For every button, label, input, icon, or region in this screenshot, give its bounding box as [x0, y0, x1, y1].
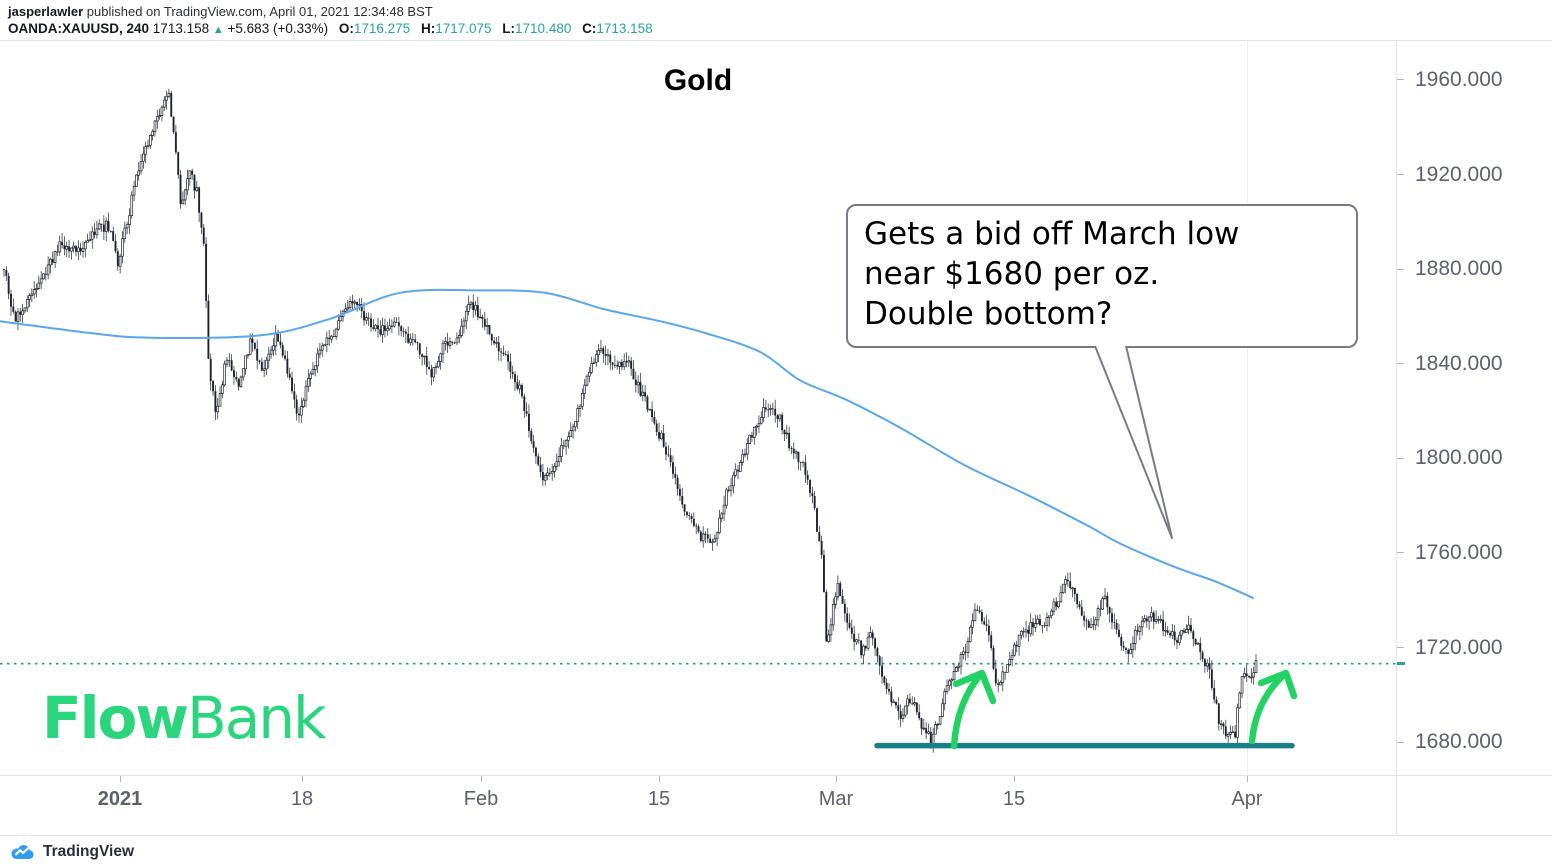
- y-axis-label: 1680.000: [1415, 730, 1503, 754]
- x-axis-label: 18: [290, 788, 314, 810]
- y-axis-tick: [1397, 457, 1404, 459]
- high-label: H:: [420, 21, 436, 36]
- header: jasperlawler published on TradingView.co…: [0, 0, 1552, 40]
- callout-text-line: Gets a bid off March low: [864, 216, 1240, 252]
- x-axis-label: 15: [647, 788, 671, 810]
- y-axis-label: 1720.000: [1415, 635, 1503, 659]
- tradingview-logo-icon[interactable]: [10, 843, 36, 861]
- axis-separator-horizontal: [0, 775, 1552, 776]
- symbol-line: OANDA:XAUUSD, 240 1713.158 ▲ +5.683 (+0.…: [8, 20, 1552, 39]
- tradingview-brand[interactable]: TradingView: [43, 843, 135, 860]
- x-axis-label: Apr: [1231, 788, 1263, 810]
- x-axis-tick: [836, 776, 837, 782]
- low-value: 1710.480: [515, 21, 572, 36]
- y-axis-label: 1760.000: [1415, 540, 1503, 564]
- flowbank-logo: FlowBank: [42, 684, 327, 752]
- publisher-line: jasperlawler published on TradingView.co…: [8, 3, 1552, 20]
- footer: TradingView: [0, 835, 1552, 868]
- axis-separator-vertical: [1396, 40, 1397, 835]
- flowbank-logo-flow: Flow: [42, 684, 189, 752]
- close-value: 1713.158: [596, 21, 653, 36]
- frame-top-border: [0, 40, 1552, 41]
- x-axis-tick: [1247, 776, 1248, 782]
- callout-box: Gets a bid off March low near $1680 per …: [846, 204, 1358, 348]
- candle-bodies-up: [16, 92, 1258, 745]
- x-axis-label: 15: [1002, 788, 1026, 810]
- y-axis-tick: [1397, 741, 1404, 743]
- x-axis-label: Mar: [818, 788, 854, 810]
- x-axis-tick: [120, 776, 121, 782]
- y-axis-tick: [1397, 647, 1404, 649]
- y-axis-tick: [1397, 363, 1404, 365]
- y-axis-tick: [1397, 268, 1404, 270]
- chart-title: Gold: [663, 64, 733, 97]
- chart-frame: Gold Gets a bid off March low near $1680…: [0, 40, 1552, 835]
- x-axis-tick: [1014, 776, 1015, 782]
- up-arrow-icon: ▲: [212, 24, 224, 36]
- x-axis-tick: [481, 776, 482, 782]
- publisher-name: jasperlawler: [8, 4, 84, 19]
- y-axis-tick: [1397, 174, 1404, 176]
- y-axis-label: 1840.000: [1415, 351, 1503, 375]
- callout-text-line: near $1680 per oz.: [864, 256, 1160, 292]
- low-label: L:: [502, 21, 516, 36]
- candlestick-chart: [0, 88, 1396, 753]
- y-axis-tick: [1397, 79, 1404, 81]
- y-axis-label: 1880.000: [1415, 257, 1503, 281]
- symbol-name: OANDA:XAUUSD, 240: [8, 21, 150, 36]
- x-axis-label: Feb: [463, 788, 499, 810]
- open-label: O:: [338, 21, 354, 36]
- price-change: +5.683 (+0.33%): [227, 21, 329, 36]
- candle-wicks: [3, 88, 1257, 753]
- april-gridline: [1247, 40, 1248, 775]
- y-axis-label: 1800.000: [1415, 446, 1503, 470]
- last-price: 1713.158: [152, 21, 210, 36]
- x-axis-tick: [659, 776, 660, 782]
- callout-text-line: Double bottom?: [864, 296, 1113, 332]
- open-value: 1716.275: [353, 21, 411, 36]
- x-axis-label: 2021: [97, 788, 143, 810]
- close-label: C:: [582, 21, 597, 36]
- y-axis-label: 1920.000: [1415, 162, 1503, 186]
- price-axis: 1960.000 1920.000 1880.000 1840.000 1800.000…: [1397, 40, 1552, 775]
- flowbank-logo-bank: Bank: [186, 684, 327, 752]
- price-plot: Gold Gets a bid off March low near $1680…: [0, 40, 1396, 775]
- y-axis-label: 1960.000: [1415, 67, 1503, 91]
- time-axis: 2021 18 Feb 15 Mar 15 Apr: [0, 776, 1396, 835]
- candle-bodies-down: [3, 93, 1250, 745]
- published-info: published on TradingView.com, April 01, …: [83, 4, 433, 19]
- x-axis-tick: [302, 776, 303, 782]
- high-value: 1717.075: [435, 21, 492, 36]
- y-axis-tick: [1397, 552, 1404, 554]
- current-price-tick: [1397, 662, 1405, 666]
